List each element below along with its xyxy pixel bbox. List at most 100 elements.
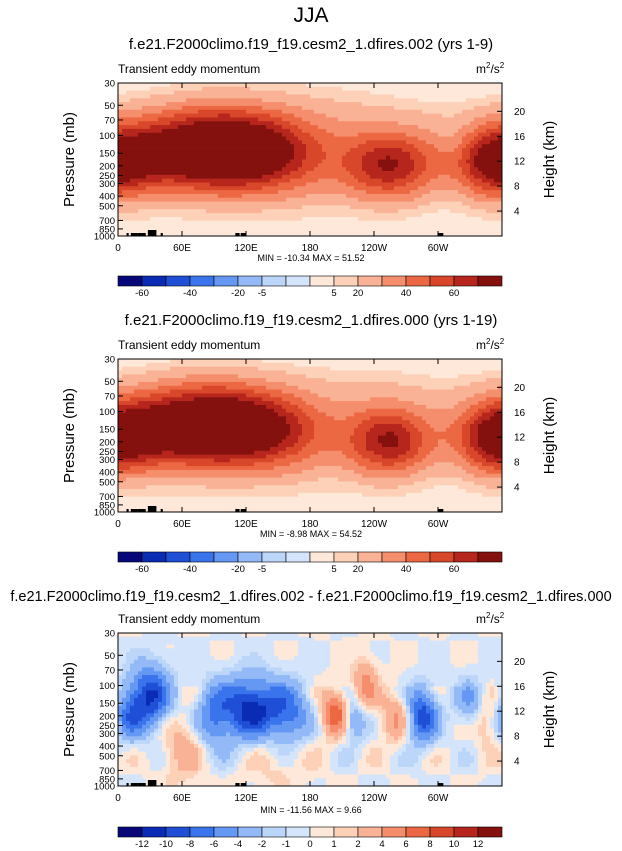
field-cell [406,125,410,129]
field-cell [386,110,390,114]
field-cell [170,359,174,363]
field-cell [302,213,306,217]
field-cell [178,91,182,95]
field-cell [350,125,354,129]
field-cell [246,382,250,386]
field-cell [230,202,234,206]
field-cell [334,194,338,198]
field-cell [290,213,294,217]
field-cell [490,374,494,378]
field-cell [238,202,242,206]
field-cell [182,121,186,125]
field-cell [146,137,150,141]
field-cell [450,140,454,144]
field-cell [302,198,306,202]
field-cell [318,374,322,378]
field-cell [462,137,466,141]
field-cell [158,83,162,87]
field-cell [274,186,278,190]
field-cell [458,190,462,194]
field-cell [414,390,418,394]
field-cell [242,186,246,190]
field-cell [466,186,470,190]
field-cell [150,179,154,183]
field-cell [242,175,246,179]
field-cell [134,182,138,186]
field-cell [490,171,494,175]
field-cell [266,148,270,152]
field-cell [378,221,382,225]
field-cell [126,374,130,378]
field-cell [298,91,302,95]
field-cell [210,382,214,386]
field-cell [486,102,490,106]
colorbar-box [214,276,238,286]
field-cell [398,137,402,141]
field-cell [150,114,154,118]
field-cell [478,190,482,194]
field-cell [438,163,442,167]
field-cell [382,370,386,374]
field-cell [154,217,158,221]
field-cell [382,110,386,114]
field-cell [282,144,286,148]
field-cell [262,363,266,367]
field-cell [210,125,214,129]
field-cell [418,382,422,386]
field-cell [434,106,438,110]
field-cell [122,359,126,363]
field-cell [254,98,258,102]
field-cell [430,382,434,386]
field-cell [442,148,446,152]
field-cell [302,205,306,209]
field-cell [490,225,494,229]
field-cell [210,163,214,167]
field-cell [186,175,190,179]
field-cell [262,98,266,102]
field-cell [330,205,334,209]
field-cell [178,156,182,160]
field-cell [166,393,170,397]
field-cell [430,202,434,206]
field-cell [142,228,146,232]
field-cell [182,175,186,179]
field-cell [290,91,294,95]
field-cell [190,363,194,367]
field-cell [374,217,378,221]
field-cell [218,374,222,378]
field-cell [402,152,406,156]
field-cell [166,102,170,106]
field-cell [270,114,274,118]
field-cell [358,382,362,386]
field-cell [378,163,382,167]
field-cell [278,205,282,209]
field-cell [274,390,278,394]
field-cell [402,179,406,183]
field-cell [494,363,498,367]
field-cell [190,217,194,221]
field-cell [386,152,390,156]
field-cell [130,228,134,232]
field-cell [234,156,238,160]
field-cell [310,94,314,98]
field-cell [322,156,326,160]
field-cell [258,194,262,198]
field-cell [134,390,138,394]
field-cell [426,202,430,206]
field-cell [318,186,322,190]
field-cell [322,102,326,106]
field-cell [278,117,282,121]
field-cell [458,148,462,152]
field-cell [126,213,130,217]
field-cell [406,186,410,190]
field-cell [402,186,406,190]
field-cell [370,140,374,144]
field-cell [298,386,302,390]
field-cell [362,167,366,171]
field-cell [306,205,310,209]
field-cell [454,217,458,221]
field-cell [454,190,458,194]
field-cell [322,205,326,209]
field-cell [366,202,370,206]
field-cell [362,144,366,148]
